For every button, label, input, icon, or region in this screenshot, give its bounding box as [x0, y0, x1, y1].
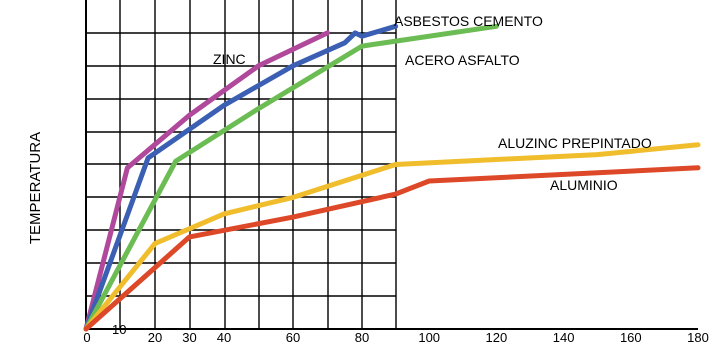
x-tick-label: 30: [182, 330, 196, 345]
series-label-asbestos-cemento: ASBESTOS CEMENTO: [394, 13, 543, 29]
series-labels: ZINC ASBESTOS CEMENTO ACERO ASFALTO ALUZINC…: [213, 13, 652, 193]
x-tick-label: 0: [83, 330, 90, 345]
series-label-zinc: ZINC: [213, 51, 246, 67]
x-tick-label: 120: [486, 330, 508, 345]
x-tick-label: 20: [148, 330, 162, 345]
series-line-aluzinc-prepintado: [83, 142, 701, 332]
x-tick-label: 160: [620, 330, 642, 345]
y-axis-label: TEMPERATURA: [27, 132, 44, 244]
series-line-asbestos-cemento: [83, 23, 399, 332]
series-label-acero-asfalto: ACERO ASFALTO: [405, 52, 520, 68]
series-lines: [83, 23, 701, 332]
x-tick-label: 40: [217, 330, 231, 345]
grid: [85, 0, 698, 330]
x-tick-label: 140: [553, 330, 575, 345]
series-label-aluzinc-prepintado: ALUZINC PREPINTADO: [498, 135, 652, 151]
series-line-acero-asfalto: [83, 23, 499, 332]
series-line-aluminio: [83, 165, 701, 332]
x-tick-label: 60: [286, 330, 300, 345]
series-line-zinc: [83, 30, 330, 332]
x-tick-label: 100: [418, 330, 440, 345]
x-tick-label: 180: [687, 330, 709, 345]
x-tick-label: 80: [355, 330, 369, 345]
x-axis-ticks: 0 10 20 30 40 60 80 100 120 140 160 180: [83, 322, 708, 345]
series-label-aluminio: ALUMINIO: [550, 177, 618, 193]
x-tick-label: 10: [112, 322, 126, 337]
